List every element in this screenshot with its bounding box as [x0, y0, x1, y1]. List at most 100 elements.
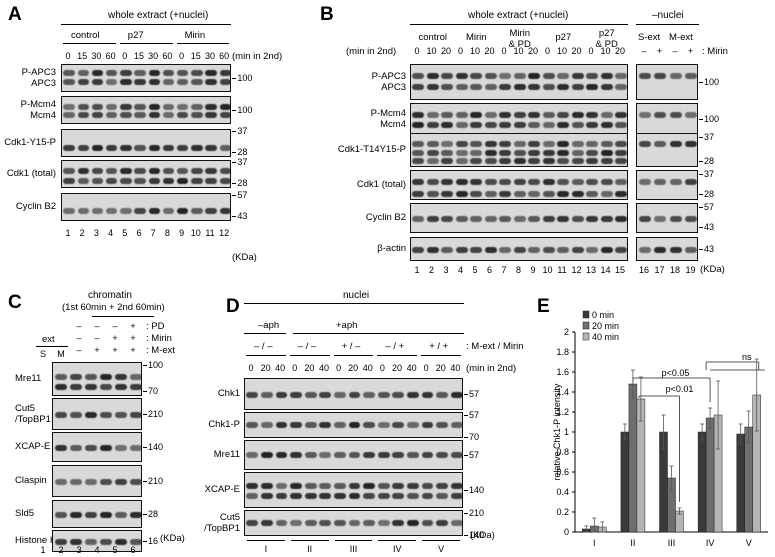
blot-band — [85, 512, 97, 518]
blot-band — [412, 112, 424, 118]
panel-b-time-12: 0 — [585, 46, 597, 56]
blot-band — [412, 179, 424, 185]
blot-band — [363, 520, 375, 526]
panel-d-time-0: 0 — [245, 363, 257, 373]
panel-a-lane-7: 8 — [161, 228, 173, 238]
blot-band — [528, 150, 540, 156]
blot-band — [177, 112, 188, 118]
blot-band — [456, 179, 468, 185]
panel-d-mw-tick-0-0 — [464, 394, 468, 395]
blot-band — [485, 141, 497, 147]
blot-band — [557, 191, 569, 197]
blot-band — [601, 150, 613, 156]
blot-band — [407, 452, 419, 458]
blot-band — [130, 412, 142, 418]
blot-band — [205, 178, 216, 184]
blot-band — [220, 208, 231, 214]
blot-band — [654, 247, 666, 253]
blot-band — [572, 73, 584, 79]
blot-band — [485, 84, 497, 90]
panel-d-mw-tick-1-0 — [464, 415, 468, 416]
blot-band — [436, 483, 448, 489]
panel-a-mw-tick-0-0 — [232, 78, 236, 79]
blot-band — [572, 84, 584, 90]
panel-d-time-1: 20 — [260, 363, 272, 373]
blot-band — [63, 104, 74, 110]
blot-band — [305, 483, 317, 489]
blot-band — [246, 520, 258, 526]
panel-a-letter: A — [8, 4, 22, 26]
panel-b-blot-label-1: P-Mcm4 Mcm4 — [330, 108, 406, 130]
blot-band — [470, 122, 482, 128]
blot-band — [106, 104, 117, 110]
panel-b-mw-2-0: 37 — [704, 132, 714, 142]
blot-band — [276, 452, 288, 458]
panel-c-mirin_row-1: – — [91, 333, 103, 343]
blot-band — [485, 158, 497, 164]
panel-d-cond-1: – / – — [298, 341, 317, 352]
panel-b-blot-right-0 — [636, 64, 698, 100]
blot-band — [120, 178, 131, 184]
blot-band — [670, 73, 682, 79]
chart-y-tick-label-0: 0 — [564, 527, 569, 537]
blot-band — [220, 168, 231, 174]
blot-band — [115, 374, 127, 380]
blot-band — [601, 247, 613, 253]
panel-a-header-line — [61, 24, 231, 25]
panel-d-time-8: 40 — [362, 363, 374, 373]
blot-band — [92, 178, 103, 184]
blot-band — [470, 158, 482, 164]
blot-band — [615, 158, 627, 164]
panel-a-time-6: 30 — [147, 51, 159, 61]
panel-b-letter: B — [320, 4, 334, 26]
chart-bar-0-1 — [621, 432, 629, 532]
panel-b-mirin-label: : Mirin — [702, 46, 728, 57]
chart-x-tick-label-3: IV — [706, 538, 715, 548]
blot-band — [427, 150, 439, 156]
blot-band — [427, 112, 439, 118]
blot-band — [106, 145, 117, 151]
chart-y-tick-label-1: 0.2 — [556, 507, 569, 517]
blot-band — [639, 247, 651, 253]
blot-band — [392, 520, 404, 526]
blot-band — [670, 179, 682, 185]
panel-c-mw-0-0: 100 — [148, 360, 163, 370]
panel-b-mw-4-1: 43 — [704, 222, 714, 232]
blot-band — [412, 84, 424, 90]
panel-a-mw-0-0: 100 — [237, 73, 252, 83]
blot-band — [451, 452, 463, 458]
blot-band — [70, 479, 82, 485]
blot-band — [543, 216, 555, 222]
blot-band — [191, 104, 202, 110]
panel-c-letter: C — [8, 292, 22, 314]
blot-band — [586, 158, 598, 164]
blot-band — [85, 412, 97, 418]
chart-y-tick-label-8: 1.6 — [556, 367, 569, 377]
blot-band — [70, 445, 82, 451]
blot-band — [191, 168, 202, 174]
panel-d-mw-tick-3-0 — [464, 490, 468, 491]
blot-band — [92, 168, 103, 174]
panel-b-lane-0: 1 — [411, 265, 423, 275]
panel-a-mw-tick-2-0 — [232, 131, 236, 132]
panel-b-mw-2-1: 28 — [704, 156, 714, 166]
blot-band — [78, 70, 89, 76]
chart-x-tick-label-0: I — [593, 538, 596, 548]
blot-band — [543, 150, 555, 156]
blot-band — [685, 141, 697, 147]
panel-b-time-13: 10 — [600, 46, 612, 56]
panel-c-mirin_label: : Mirin — [146, 333, 172, 344]
chart-legend-swatch-0 — [583, 311, 589, 318]
panel-c-lane-2: 3 — [73, 545, 85, 555]
blot-band — [191, 178, 202, 184]
blot-band — [349, 392, 361, 398]
panel-b-time-4: 10 — [469, 46, 481, 56]
blot-band — [441, 216, 453, 222]
panel-c-mext_row-0: – — [73, 345, 85, 355]
blot-band — [261, 493, 273, 499]
blot-band — [572, 122, 584, 128]
blot-band — [55, 412, 67, 418]
panel-a-lane-3: 4 — [105, 228, 117, 238]
blot-band — [63, 178, 74, 184]
panel-d-group-2: III — [348, 544, 360, 554]
